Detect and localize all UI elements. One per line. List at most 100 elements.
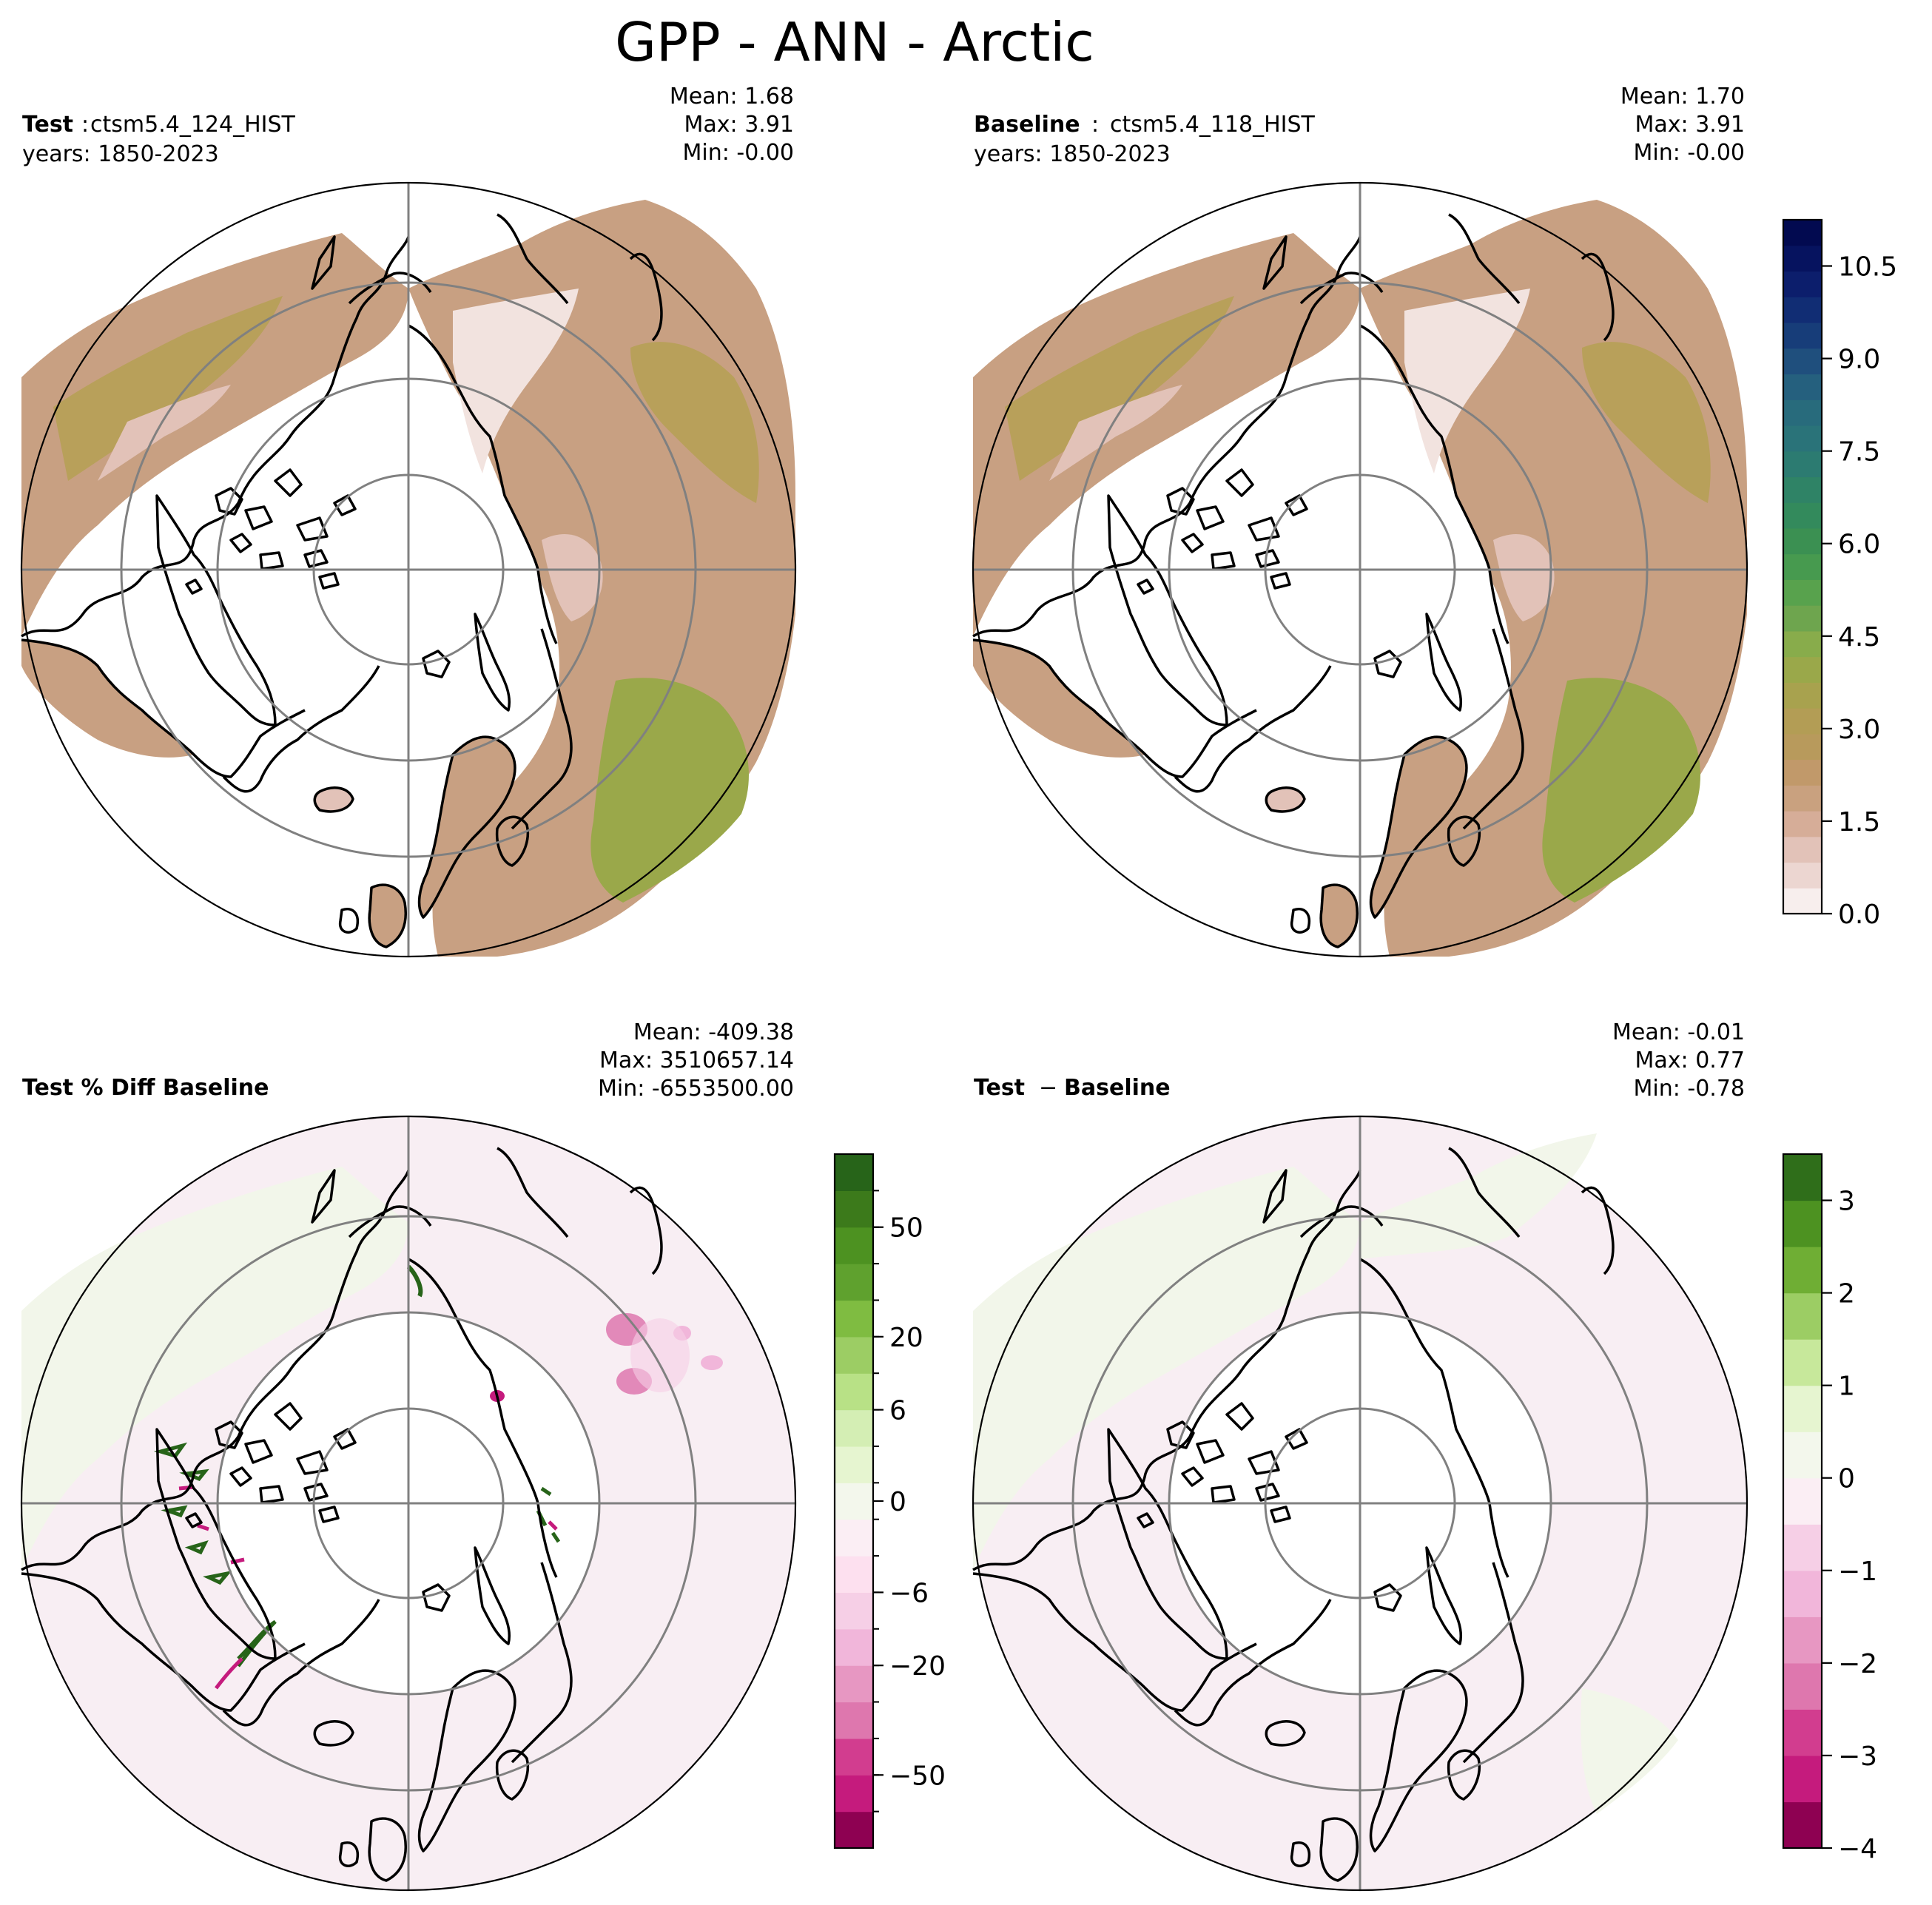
panel-pct-diff-max: Max: 3510657.14 [599, 1048, 794, 1073]
colorbar-main-tick-label: 9.0 [1838, 345, 1880, 375]
colorbar-main-swatch [1783, 888, 1822, 914]
panel-pct-diff-min: Min: -6553500.00 [598, 1076, 794, 1102]
colorbar-main-swatch [1783, 425, 1822, 452]
colorbar-diff-swatch [1783, 1616, 1822, 1664]
colorbar-main-swatch [1783, 527, 1822, 555]
panel-diff-label-b: Baseline [1064, 1075, 1171, 1101]
colorbar-diff-ticks: 3 2 1 0 −1 −2 −3 −4 [1822, 1187, 1877, 1864]
panel-baseline-label: Baseline [974, 112, 1080, 138]
panel-pct-diff: Test % Diff Baseline Mean: -409.38 Max: … [20, 1019, 797, 1892]
colorbar-main-tick-label: 7.5 [1838, 437, 1880, 468]
colorbar-pct-swatch [835, 1154, 873, 1191]
colorbar-main-swatch [1783, 708, 1822, 735]
colorbar-pct-swatch [835, 1592, 873, 1630]
colorbar-diff-blocks [1783, 1154, 1822, 1849]
colorbar-main-swatch [1783, 297, 1822, 323]
colorbar-main-swatch [1783, 399, 1822, 426]
panel-diff-min: Min: -0.78 [1634, 1076, 1746, 1102]
panel-test-mean: Mean: 1.68 [670, 84, 794, 109]
panel-baseline-separator: : [1091, 112, 1099, 138]
colorbar-pct-swatch [835, 1300, 873, 1338]
colorbar-pct-swatch [835, 1409, 873, 1447]
colorbar-main-swatch [1783, 451, 1822, 478]
panel-baseline-years: years: 1850-2023 [974, 141, 1171, 167]
colorbar-diff-tick-label: 3 [1838, 1187, 1855, 1217]
panel-diff-max: Max: 0.77 [1635, 1048, 1745, 1073]
map-diff [972, 1115, 1748, 1892]
colorbar-pct-tick-label: −50 [889, 1761, 946, 1791]
colorbar-main-swatch [1783, 605, 1822, 632]
colorbar-diff-tick-label: 2 [1838, 1279, 1855, 1309]
colorbar-diff-tick-label: −3 [1838, 1742, 1877, 1772]
colorbar-main-swatch [1783, 759, 1822, 786]
colorbar-main-tick-label: 0.0 [1838, 900, 1880, 930]
colorbar-pct-blocks [835, 1154, 873, 1849]
colorbar-main-swatch [1783, 656, 1822, 683]
colorbar-diff-swatch [1783, 1292, 1822, 1340]
colorbar-pct-swatch [835, 1775, 873, 1813]
panel-baseline-max: Max: 3.91 [1635, 112, 1745, 138]
colorbar-main-tick-label: 6.0 [1838, 530, 1880, 560]
colorbar-diff-swatch [1783, 1755, 1822, 1803]
colorbar-main-swatch [1783, 476, 1822, 503]
colorbar-diff-swatch [1783, 1570, 1822, 1617]
colorbar-pct-swatch [835, 1738, 873, 1776]
colorbar-diff: 3 2 1 0 −1 −2 −3 −4 [1782, 1153, 1877, 1864]
panel-baseline-mean: Mean: 1.70 [1620, 84, 1745, 109]
colorbar-main-tick-label: 3.0 [1838, 715, 1880, 745]
panel-test-max: Max: 3.91 [684, 112, 794, 138]
colorbar-main-swatch [1783, 374, 1822, 400]
colorbar-main-blocks [1783, 220, 1822, 914]
colorbar-diff-swatch [1783, 1200, 1822, 1247]
panel-diff-mean: Mean: -0.01 [1612, 1019, 1745, 1045]
colorbar-main-swatch [1783, 785, 1822, 812]
colorbar-main-swatch [1783, 811, 1822, 837]
colorbar-main-tick-label: 10.5 [1838, 252, 1897, 283]
panel-test: Test : ctsm5.4_124_HIST years: 1850-2023… [20, 84, 797, 958]
colorbar-diff-swatch [1783, 1339, 1822, 1386]
map-pct-diff [20, 1115, 797, 1892]
panel-test-label: Test [22, 112, 73, 138]
colorbar-main-swatch [1783, 836, 1822, 863]
panel-test-case: ctsm5.4_124_HIST [90, 112, 296, 138]
colorbar-diff-swatch [1783, 1801, 1822, 1849]
colorbar-pct-swatch [835, 1702, 873, 1739]
colorbar-pct-swatch [835, 1336, 873, 1374]
colorbar-diff-swatch [1783, 1154, 1822, 1201]
colorbar-pct-tick-label: 50 [889, 1213, 923, 1244]
colorbar-main-swatch [1783, 502, 1822, 529]
colorbar-pct-swatch [835, 1811, 873, 1849]
panel-diff-label-op: − [1039, 1075, 1057, 1101]
colorbar-pct-tick-label: 6 [889, 1396, 906, 1426]
colorbar-diff-tick-label: −2 [1838, 1649, 1877, 1679]
colorbar-main-swatch [1783, 682, 1822, 709]
colorbar-pct-ticks: 50 20 6 0 −6 −20 −50 [873, 1190, 946, 1813]
panel-baseline-min: Min: -0.00 [1634, 140, 1746, 166]
colorbar-main-swatch [1783, 630, 1822, 658]
colorbar-pct-swatch [835, 1190, 873, 1228]
map-test [20, 181, 797, 958]
colorbar-diff-tick-label: 0 [1838, 1464, 1855, 1494]
panel-diff-label-a: Test [974, 1075, 1025, 1101]
colorbar-main-swatch [1783, 862, 1822, 889]
panel-test-min: Min: -0.00 [683, 140, 795, 166]
colorbar-pct-swatch [835, 1628, 873, 1666]
panel-diff: Test − Baseline Mean: -0.01 Max: 0.77 Mi… [972, 1019, 1748, 1892]
colorbar-main-swatch [1783, 322, 1822, 349]
colorbar-diff-tick-label: 1 [1838, 1372, 1855, 1402]
colorbar-diff-swatch [1783, 1662, 1822, 1710]
panel-test-years: years: 1850-2023 [22, 141, 219, 167]
colorbar-pct-swatch [835, 1483, 873, 1520]
colorbar-diff-swatch [1783, 1385, 1822, 1432]
colorbar-pct-swatch [835, 1556, 873, 1594]
colorbar-main: 0.0 1.5 3.0 4.5 6.0 7.5 9.0 10.5 [1782, 218, 1897, 930]
colorbar-diff-swatch [1783, 1247, 1822, 1294]
colorbar-main-swatch [1783, 271, 1822, 297]
colorbar-pct-swatch [835, 1373, 873, 1411]
colorbar-diff-swatch [1783, 1477, 1822, 1525]
colorbar-main-tick-label: 4.5 [1838, 622, 1880, 653]
panel-test-separator: : [81, 112, 89, 138]
colorbar-main-swatch [1783, 553, 1822, 580]
figure-title: GPP - ANN - Arctic [615, 11, 1094, 73]
colorbar-main-ticks: 0.0 1.5 3.0 4.5 6.0 7.5 9.0 10.5 [1822, 252, 1897, 930]
